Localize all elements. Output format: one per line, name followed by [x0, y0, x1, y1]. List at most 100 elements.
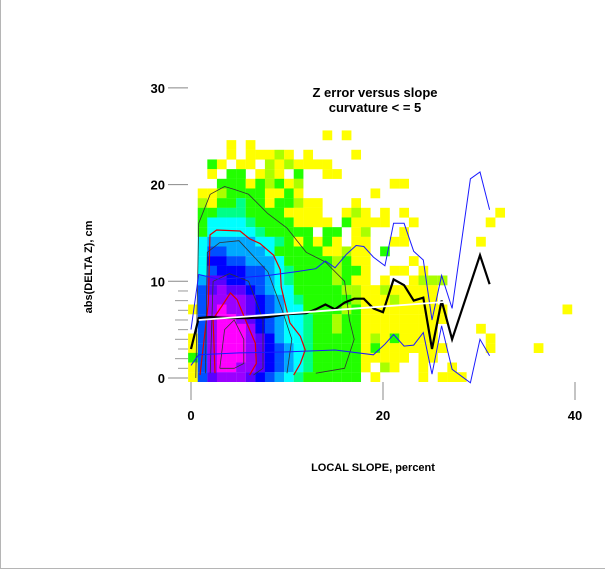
heatmap-cell [322, 227, 333, 237]
heatmap-cell [284, 198, 294, 208]
heatmap-cell [236, 275, 246, 286]
heatmap-cell [332, 265, 342, 276]
heatmap-cell [255, 217, 266, 228]
heatmap-cell [389, 323, 400, 334]
contour-line [205, 240, 293, 374]
contour-line [219, 319, 245, 369]
heatmap-cell [418, 323, 429, 334]
heatmap-cell [236, 178, 246, 189]
heatmap-cell [293, 236, 304, 247]
heatmap-cell [341, 256, 352, 266]
heatmap-cell [264, 343, 275, 353]
heatmap-cell [216, 159, 227, 170]
heatmap-cell [293, 159, 304, 170]
series-lines [189, 171, 491, 384]
heatmap-cell [274, 362, 285, 373]
heatmap-cell [303, 275, 314, 286]
heatmap-cell [245, 352, 256, 363]
heatmap-cell [245, 314, 256, 324]
heatmap-cell [303, 198, 314, 208]
heatmap-cell [332, 333, 342, 344]
heatmap-cell [255, 188, 266, 199]
heatmap-cell [245, 217, 256, 228]
heatmap-cell [274, 372, 285, 382]
heatmap-cell [245, 362, 256, 373]
heatmap-cell [485, 333, 496, 344]
heatmap-cell [255, 333, 266, 344]
heatmap-cell [255, 372, 266, 382]
heatmap-cell [293, 343, 304, 353]
heatmap-cell [360, 246, 371, 257]
heatmap-cell [322, 362, 333, 373]
heatmap-cell [264, 372, 275, 382]
heatmap-cell [216, 323, 227, 334]
heatmap-cell [380, 323, 390, 334]
heatmap-cell [264, 198, 275, 208]
heatmap-cell [341, 343, 352, 353]
heatmap-cell [332, 362, 342, 373]
heatmap-cell [197, 265, 208, 276]
heatmap-cell [303, 323, 314, 334]
heatmap-cell [312, 159, 323, 170]
heatmap-cell [274, 304, 285, 315]
heatmap-cell [351, 285, 362, 295]
heatmap-cell [322, 285, 333, 295]
heatmap-cell [303, 246, 314, 257]
heatmap-cell [389, 294, 400, 305]
heatmap-cell [207, 352, 218, 363]
heatmap-cell [264, 169, 275, 179]
heatmap-cell [370, 323, 381, 334]
heatmap-cell [303, 217, 314, 228]
heatmap-cell [389, 343, 400, 353]
heatmap-cell [341, 352, 352, 363]
heatmap-cell [399, 343, 410, 353]
heatmap-cell [312, 323, 323, 334]
heatmap-cell [245, 159, 256, 170]
heatmap-cell [380, 207, 390, 218]
heatmap-cell [399, 285, 410, 295]
heatmap-cell [370, 333, 381, 344]
heatmap-cell [370, 188, 381, 199]
heatmap-cell [284, 178, 294, 189]
contour-lines [195, 186, 355, 379]
heatmap-cell [399, 314, 410, 324]
heatmap-cell [408, 333, 419, 344]
heatmap-cell [332, 352, 342, 363]
heatmap-cell [197, 256, 208, 266]
heatmap-cell [322, 333, 333, 344]
heatmap-cell [207, 343, 218, 353]
heatmap-cell [428, 314, 438, 324]
heatmap-cell [226, 285, 237, 295]
heatmap-cell [437, 343, 448, 353]
heatmap-cell [226, 198, 237, 208]
heatmap-cell [274, 285, 285, 295]
heatmap-cell [216, 362, 227, 373]
heatmap-cell [264, 236, 275, 247]
heatmap-cell [293, 285, 304, 295]
heatmap-cell [380, 333, 390, 344]
heatmap-cell [322, 236, 333, 247]
heatmap-cell [226, 333, 237, 344]
heatmap-cell [408, 323, 419, 334]
heatmap-cell [264, 178, 275, 189]
y-tick-label: 20 [151, 178, 165, 193]
heatmap-cell [255, 256, 266, 266]
heatmap-cell [264, 159, 275, 170]
contour-line [195, 186, 355, 379]
contour-line [212, 292, 257, 376]
heatmap-cell [360, 314, 371, 324]
heatmap-cell [226, 149, 237, 160]
heatmap-cell [264, 304, 275, 315]
heatmap-cell [303, 149, 314, 160]
contour-line [209, 273, 264, 376]
heatmap-cell [188, 372, 198, 382]
heatmap-cell [351, 246, 362, 257]
y-axis-label: abs(DELTA Z), cm [83, 220, 95, 313]
heatmap-cell [207, 285, 218, 295]
heatmap-cell [255, 178, 266, 189]
heatmap-cell [226, 304, 237, 315]
heatmap-cell [351, 362, 362, 373]
heatmap-cell [303, 352, 314, 363]
heatmap-cell [418, 362, 429, 373]
